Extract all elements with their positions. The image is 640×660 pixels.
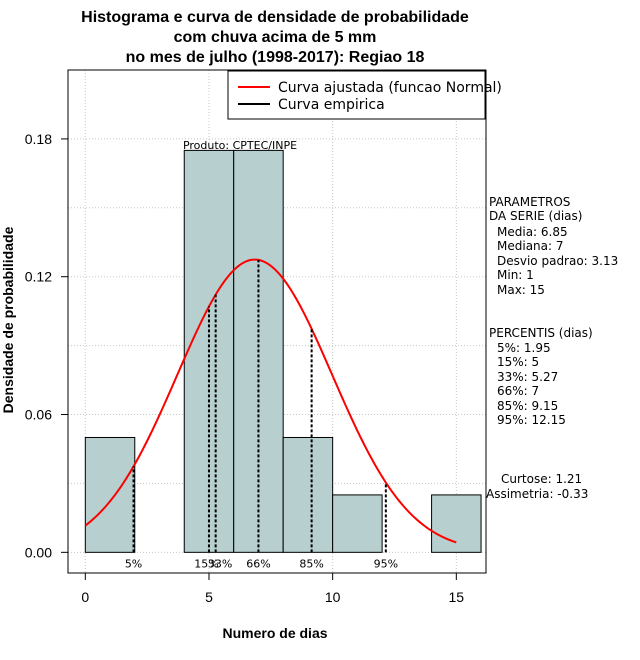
percentiles-title: PERCENTIS (dias) — [489, 326, 593, 340]
pct-15: 15%: 5 — [497, 355, 539, 369]
normal-fit-curve — [84, 258, 457, 544]
assimetria: Assimetria: -0.33 — [486, 487, 588, 501]
normal-curve-layer — [84, 258, 457, 544]
histogram-bars — [84, 149, 482, 553]
percentile-lines: 5% 15%33% 66% 85% 95% — [125, 259, 398, 570]
param-desvio: Desvio padrao: 3.13 — [497, 254, 618, 268]
param-mediana: Mediana: 7 — [497, 239, 564, 253]
histogram-bar-5 — [332, 494, 383, 553]
percentile-label-2: 33% — [208, 557, 232, 570]
x-tick-label-3: 15 — [449, 589, 465, 605]
parameters-title-1: PARAMETROS — [489, 195, 570, 209]
percentile-label-5: 95% — [374, 557, 398, 570]
pct-5: 5%: 1.95 — [497, 341, 551, 355]
legend-label-fitted: Curva ajustada (funcao Normal) — [278, 80, 502, 96]
pct-95: 95%: 12.15 — [497, 413, 566, 427]
percentile-label-4: 85% — [299, 557, 323, 570]
pct-33: 33%: 5.27 — [497, 370, 558, 384]
x-axis-label: Numero de dias — [222, 625, 327, 641]
param-min: Min: 1 — [497, 268, 534, 282]
y-tick-label-3: 0.18 — [25, 131, 52, 147]
x-tick-label-1: 5 — [205, 589, 213, 605]
percentile-label-3: 66% — [246, 557, 270, 570]
percentile-label-0: 5% — [125, 557, 142, 570]
histogram-bar-0 — [84, 436, 136, 553]
pct-66: 66%: 7 — [497, 384, 539, 398]
y-tick-label-0: 0.00 — [25, 544, 52, 560]
histogram-bar-7 — [431, 494, 482, 553]
source-label: Produto: CPTEC/INPE — [183, 139, 297, 152]
y-axis-label: Densidade de probabilidade — [0, 226, 16, 413]
x-tick-label-2: 10 — [325, 589, 341, 605]
percentile-label-1: 15% — [194, 557, 218, 570]
legend: Curva ajustada (funcao Normal) Curva emp… — [227, 70, 502, 120]
param-max: Max: 15 — [497, 283, 545, 297]
y-tick-label-2: 0.12 — [25, 269, 52, 285]
x-axis: 0 5 10 15 — [81, 572, 465, 605]
chart-title-line-3: no mes de julho (1998-2017): Regiao 18 — [126, 49, 425, 66]
side-panel: PARAMETROS DA SERIE (dias) Media: 6.85 M… — [486, 195, 618, 501]
param-media: Media: 6.85 — [497, 225, 568, 239]
y-tick-label-1: 0.06 — [25, 407, 52, 423]
histogram-bar-4 — [282, 436, 334, 553]
x-tick-label-0: 0 — [81, 589, 89, 605]
chart-title-line-2: com chuva acima de 5 mm — [174, 29, 377, 46]
pct-85: 85%: 9.15 — [497, 399, 558, 413]
legend-label-empirical: Curva empirica — [278, 97, 385, 113]
legend-box — [227, 70, 486, 120]
curtose: Curtose: 1.21 — [501, 472, 582, 486]
parameters-title-2: DA SERIE (dias) — [489, 209, 582, 223]
chart-title-line-1: Histograma e curva de densidade de proba… — [81, 9, 469, 26]
y-axis: 0.00 0.06 0.12 0.18 — [25, 131, 69, 560]
